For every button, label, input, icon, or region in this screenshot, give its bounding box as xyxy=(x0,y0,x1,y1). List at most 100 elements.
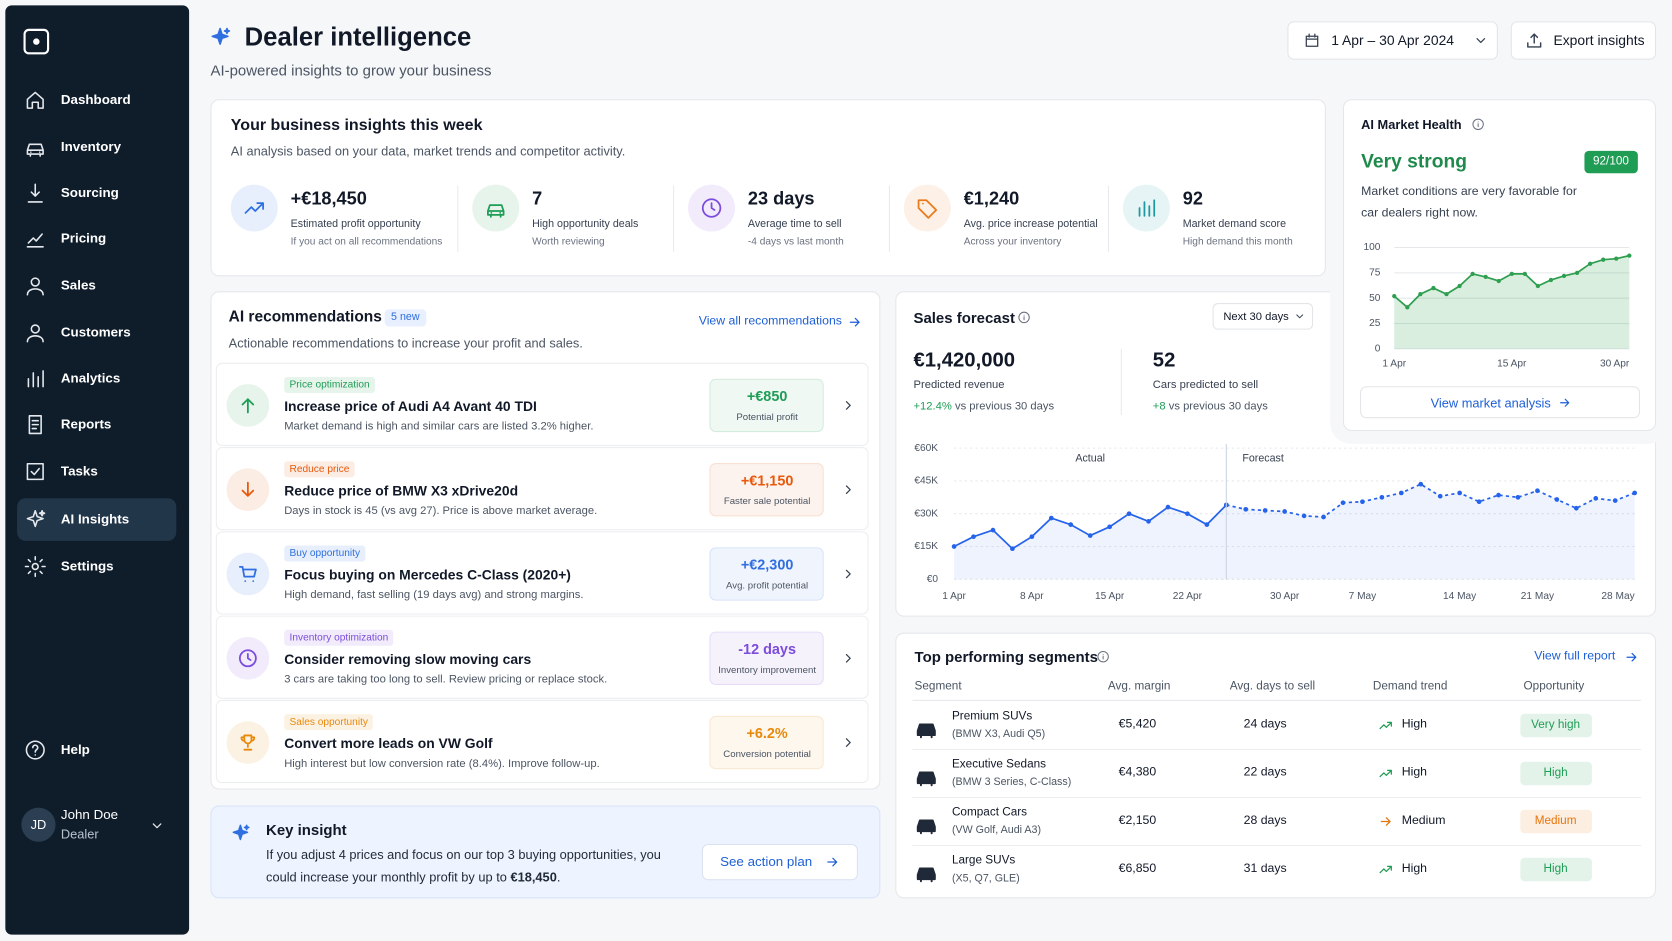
icon xyxy=(28,415,42,435)
text-end: . xyxy=(556,869,561,885)
cal-icon xyxy=(1303,32,1320,49)
rec-icon xyxy=(226,552,270,596)
upload-icon xyxy=(1525,31,1544,50)
recommendation[interactable]: Price optimization Increase price of Audi… xyxy=(215,362,869,446)
y-tick-label: 50 xyxy=(1369,293,1381,304)
nav-item[interactable]: Dashboard xyxy=(17,79,176,122)
rec-icon xyxy=(226,636,270,680)
header-rule xyxy=(912,699,1642,701)
point xyxy=(1573,505,1579,511)
user[interactable]: JD John Doe Dealer xyxy=(17,804,176,847)
period-select[interactable]: Next 30 days xyxy=(1212,302,1314,330)
segment-name: Large SUVs xyxy=(951,853,1016,867)
highlight: €18,450 xyxy=(510,869,557,885)
insight-value: 7 xyxy=(532,188,543,209)
icon xyxy=(26,324,44,343)
nav-label: Sales xyxy=(60,277,96,293)
nav-item[interactable]: Pricing xyxy=(17,218,176,261)
nav-item[interactable]: Customers xyxy=(17,312,176,355)
opportunity-label: Medium xyxy=(1534,814,1577,828)
i xyxy=(237,648,258,669)
opportunity-label: High xyxy=(1543,862,1568,876)
nav-item[interactable]: Reports xyxy=(17,403,176,446)
point xyxy=(1437,493,1443,499)
stat-label: Predicted revenue xyxy=(913,378,1005,392)
nav-item[interactable]: Settings xyxy=(17,545,176,588)
nav-label: AI Insights xyxy=(60,511,130,527)
nav-item[interactable]: Analytics xyxy=(17,357,176,400)
date-picker[interactable]: 1 Apr – 30 Apr 2024 xyxy=(1287,21,1498,60)
full-report-link[interactable]: View full report xyxy=(1534,648,1652,667)
point xyxy=(1405,305,1410,310)
point xyxy=(1165,504,1171,510)
icon xyxy=(239,649,257,668)
insight-note: -4 days vs last month xyxy=(747,236,844,248)
help-label: Help xyxy=(60,742,90,757)
recommendation[interactable]: Buy opportunity Focus buying on Mercedes … xyxy=(215,531,869,615)
nav-label: Tasks xyxy=(60,463,98,479)
stat-change: +12.4% vs previous 30 days xyxy=(913,400,1054,413)
point xyxy=(1457,283,1462,289)
x-tick-label: 22 Apr xyxy=(1173,591,1203,602)
arrow xyxy=(847,315,862,330)
card-title: Sales forecast xyxy=(913,308,1015,327)
icon xyxy=(26,462,44,481)
point xyxy=(1554,497,1560,502)
compare: vs previous 30 days xyxy=(954,399,1055,413)
point xyxy=(971,534,976,540)
divider xyxy=(888,185,890,252)
help-icon xyxy=(24,738,48,761)
card-subtitle: Actionable recommendations to increase y… xyxy=(228,335,583,351)
segment-models: (BMW 3 Series, C-Class) xyxy=(951,776,1072,789)
button-label: See action plan xyxy=(720,854,813,869)
icon xyxy=(238,565,257,582)
nav-item[interactable]: AI Insights xyxy=(17,498,177,541)
impact-label: Conversion potential xyxy=(723,748,811,760)
icon xyxy=(26,143,44,157)
stat-label: Cars predicted to sell xyxy=(1152,378,1259,392)
point xyxy=(1431,285,1436,291)
segment-name: Compact Cars xyxy=(951,805,1028,819)
impact-value: +€1,150 xyxy=(740,472,794,489)
i xyxy=(916,196,940,219)
recommendation[interactable]: Sales opportunity Convert more leads on V… xyxy=(215,699,869,784)
icon xyxy=(916,723,936,739)
row-rule xyxy=(912,748,1642,751)
nav-label: Customers xyxy=(60,324,131,340)
icon xyxy=(827,857,838,867)
card-title: Top performing segments xyxy=(914,648,1098,666)
recommendation[interactable]: Reduce price Reduce price of BMW X3 xDriv… xyxy=(215,447,869,531)
segment-margin: €5,420 xyxy=(1118,718,1157,731)
view-all-link[interactable]: View all recommendations xyxy=(699,313,865,332)
i xyxy=(700,196,724,219)
icon xyxy=(845,401,851,410)
segment-trend: High xyxy=(1401,766,1428,779)
y-tick-label: 100 xyxy=(1363,242,1380,253)
action-button[interactable]: See action plan xyxy=(701,843,858,881)
help[interactable]: Help xyxy=(17,729,176,772)
segments-card: Top performing segments View full report S… xyxy=(895,632,1657,899)
key-insight-card: Key insight If you adjust 4 prices and fo… xyxy=(210,805,881,899)
chev xyxy=(1294,310,1306,322)
impact-label: Avg. profit potential xyxy=(726,579,809,591)
segment-days: 28 days xyxy=(1243,814,1287,827)
recommendation[interactable]: Inventory optimization Consider removing … xyxy=(215,615,869,699)
impact-label: Inventory improvement xyxy=(718,664,817,675)
nav-item[interactable]: Sales xyxy=(17,265,176,308)
nav-item[interactable]: Inventory xyxy=(17,126,176,169)
i xyxy=(237,479,258,500)
nav-item[interactable]: Sourcing xyxy=(17,172,176,215)
y-tick-label: 25 xyxy=(1369,318,1381,329)
point xyxy=(1360,499,1365,505)
stat-value: €1,420,000 xyxy=(913,349,1016,372)
nav-label: Inventory xyxy=(60,139,122,155)
rec-tag: Reduce price xyxy=(284,461,355,478)
market-link[interactable]: View market analysis xyxy=(1360,386,1640,419)
icon xyxy=(1380,817,1391,826)
icon xyxy=(916,771,936,787)
insight-value: 23 days xyxy=(747,188,815,209)
nav-item[interactable]: Tasks xyxy=(17,450,176,493)
icon xyxy=(845,485,851,495)
chev xyxy=(841,651,856,666)
export-button[interactable]: Export insights xyxy=(1510,21,1657,60)
